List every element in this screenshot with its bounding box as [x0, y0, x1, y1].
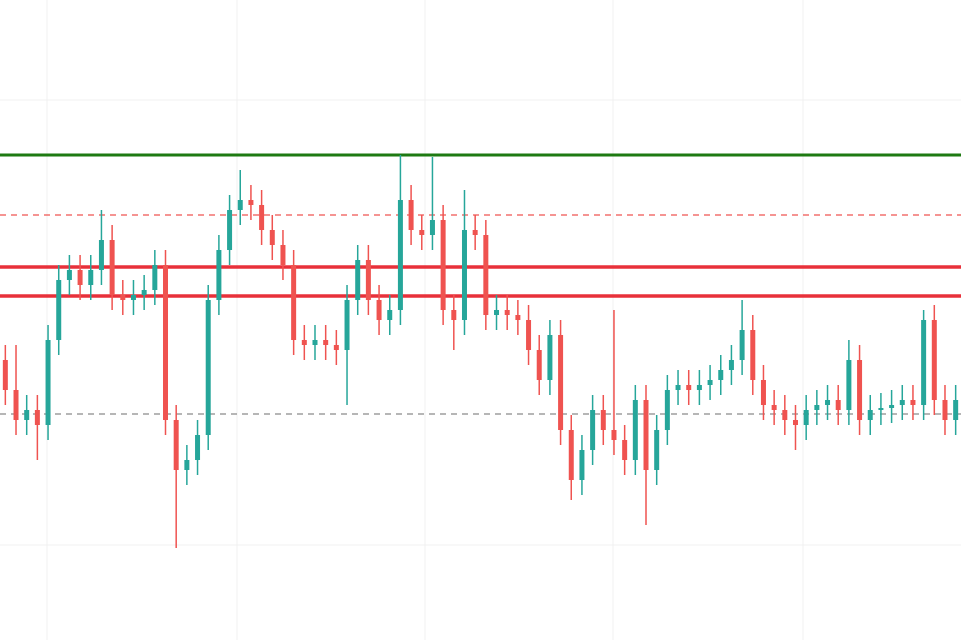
- candle-body: [846, 360, 852, 410]
- candle-body: [130, 295, 136, 300]
- candle-body: [686, 385, 692, 390]
- candle-body: [750, 330, 756, 380]
- candle-body: [237, 200, 243, 210]
- candle-body: [675, 385, 681, 390]
- candle-body: [248, 200, 254, 205]
- candle-body: [611, 430, 617, 440]
- candle-body: [66, 270, 72, 280]
- candle-body: [205, 300, 211, 435]
- candle-body: [184, 460, 190, 470]
- candle-body: [782, 410, 788, 420]
- candle-body: [376, 300, 382, 320]
- candle-body: [547, 335, 553, 380]
- candle-body: [227, 210, 233, 250]
- candle-body: [408, 200, 414, 230]
- candle-body: [558, 335, 564, 430]
- candle-body: [141, 290, 147, 295]
- candle-body: [921, 320, 927, 405]
- candle-body: [440, 220, 446, 310]
- candle-body: [301, 340, 307, 345]
- candle-body: [953, 400, 959, 420]
- candle-body: [931, 320, 937, 400]
- candle-body: [825, 400, 831, 405]
- candle-body: [461, 230, 467, 320]
- candle-body: [718, 370, 724, 380]
- candle-body: [814, 405, 820, 410]
- candle-body: [451, 310, 457, 320]
- candle-body: [120, 295, 126, 300]
- candle-body: [88, 270, 94, 285]
- candle-body: [45, 340, 51, 425]
- candle-body: [333, 345, 339, 350]
- candle-body: [2, 360, 8, 390]
- candle-body: [771, 405, 777, 410]
- candle-body: [760, 380, 766, 405]
- candle-body: [355, 260, 361, 300]
- candle-body: [504, 310, 510, 315]
- candle-body: [280, 245, 286, 265]
- candle-body: [494, 310, 500, 315]
- candle-body: [195, 435, 201, 460]
- candle-body: [312, 340, 318, 345]
- candle-body: [24, 410, 30, 420]
- candle-body: [889, 405, 895, 408]
- candle-body: [323, 340, 329, 345]
- candle-body: [269, 230, 275, 245]
- candle-body: [344, 300, 350, 350]
- candle-body: [98, 240, 104, 270]
- candle-body: [739, 330, 745, 360]
- candle-body: [34, 410, 40, 425]
- candle-body: [536, 350, 542, 380]
- candle-body: [579, 450, 585, 480]
- candle-body: [259, 205, 265, 230]
- candle-body: [526, 320, 532, 350]
- candle-body: [654, 430, 660, 470]
- candle-body: [622, 440, 628, 460]
- candle-body: [835, 400, 841, 410]
- candle-body: [109, 240, 115, 295]
- candle-body: [56, 280, 62, 340]
- candle-body: [515, 315, 521, 320]
- candle-body: [664, 390, 670, 430]
- candle-body: [857, 360, 863, 420]
- candle-body: [568, 430, 574, 480]
- candle-body: [163, 265, 169, 420]
- candle-body: [910, 400, 916, 405]
- candle-body: [728, 360, 734, 370]
- candle-body: [803, 410, 809, 425]
- candle-body: [590, 410, 596, 450]
- candle-body: [942, 400, 948, 420]
- candle-body: [472, 230, 478, 235]
- candle-body: [419, 230, 425, 235]
- candle-body: [899, 400, 905, 405]
- candle-body: [173, 420, 179, 470]
- candle-body: [632, 400, 638, 460]
- candle-body: [696, 385, 702, 390]
- candle-body: [216, 250, 222, 300]
- candle-body: [483, 235, 489, 315]
- candle-body: [397, 200, 403, 310]
- candle-body: [13, 390, 19, 420]
- candle-body: [387, 310, 393, 320]
- candle-body: [365, 260, 371, 300]
- candle-body: [643, 400, 649, 470]
- candle-body: [867, 410, 873, 420]
- candle-body: [152, 265, 158, 290]
- candle-body: [291, 265, 297, 340]
- candle-body: [707, 380, 713, 385]
- candle-body: [792, 420, 798, 425]
- candle-body: [429, 220, 435, 235]
- candle-body: [77, 270, 83, 285]
- candle-body: [878, 408, 884, 410]
- candle-body: [600, 410, 606, 430]
